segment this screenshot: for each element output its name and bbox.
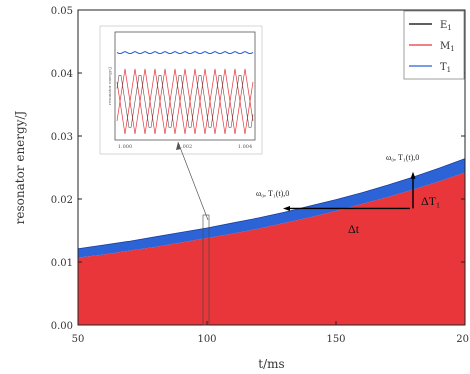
legend-label-E1: E1 [440,20,452,32]
inset-line-blue [116,50,254,54]
x-tick-label: 150 [326,334,345,345]
inset-line-red-b [116,68,254,135]
x-tick-label: 50 [72,334,85,345]
inset-frame [114,31,256,141]
annotation-point-a: ω₀, T₁(t),0 [256,189,289,198]
y-tick-label: 0.05 [51,6,73,17]
annotations: ω₀, T₁(t),0 ω₀, T₁(t),0 Δt ΔT₁ [256,153,440,236]
y-tick-label: 0.04 [51,69,73,80]
series-M1-area [78,172,465,325]
y-tick-label: 0.00 [51,321,73,332]
inset-panel: 1.000 1.002 1.004 resonator energy/J [99,25,263,326]
y-tick-label: 0.03 [51,132,73,143]
x-tick-label: 100 [197,334,216,345]
delta-t-arrowhead [283,205,290,211]
x-axis-label: t/ms [258,357,284,371]
annotation-delta-t: Δt [348,222,360,236]
legend-label-T1: T1 [440,62,451,74]
inset-x-tick-label: 1.002 [178,144,192,150]
y-axis-label: resonator energy/J [13,110,27,224]
series-E1-line [77,158,466,250]
series-T1-band [78,158,465,258]
delta-T-arrowhead [410,171,416,179]
annotation-delta-T: ΔT₁ [421,194,440,208]
y-tick-label: 0.01 [51,258,73,269]
y-tick-label: 0.02 [51,195,73,206]
plot-frame [77,9,466,326]
inset-x-tick-label: 1.000 [118,144,132,150]
zoom-region [202,214,210,326]
inset-line-black [116,75,254,128]
inset-pointer-head [176,142,181,150]
annotation-point-b: ω₀, T₁(t),0 [386,153,419,162]
inset-x-tick-label: 1.004 [238,144,252,150]
inset-pointer [177,141,209,221]
inset-y-label: resonator energy/J [107,67,112,105]
x-tick-label: 20 [456,334,469,345]
inset-line-red-a [116,68,254,135]
inset-border [99,25,263,155]
